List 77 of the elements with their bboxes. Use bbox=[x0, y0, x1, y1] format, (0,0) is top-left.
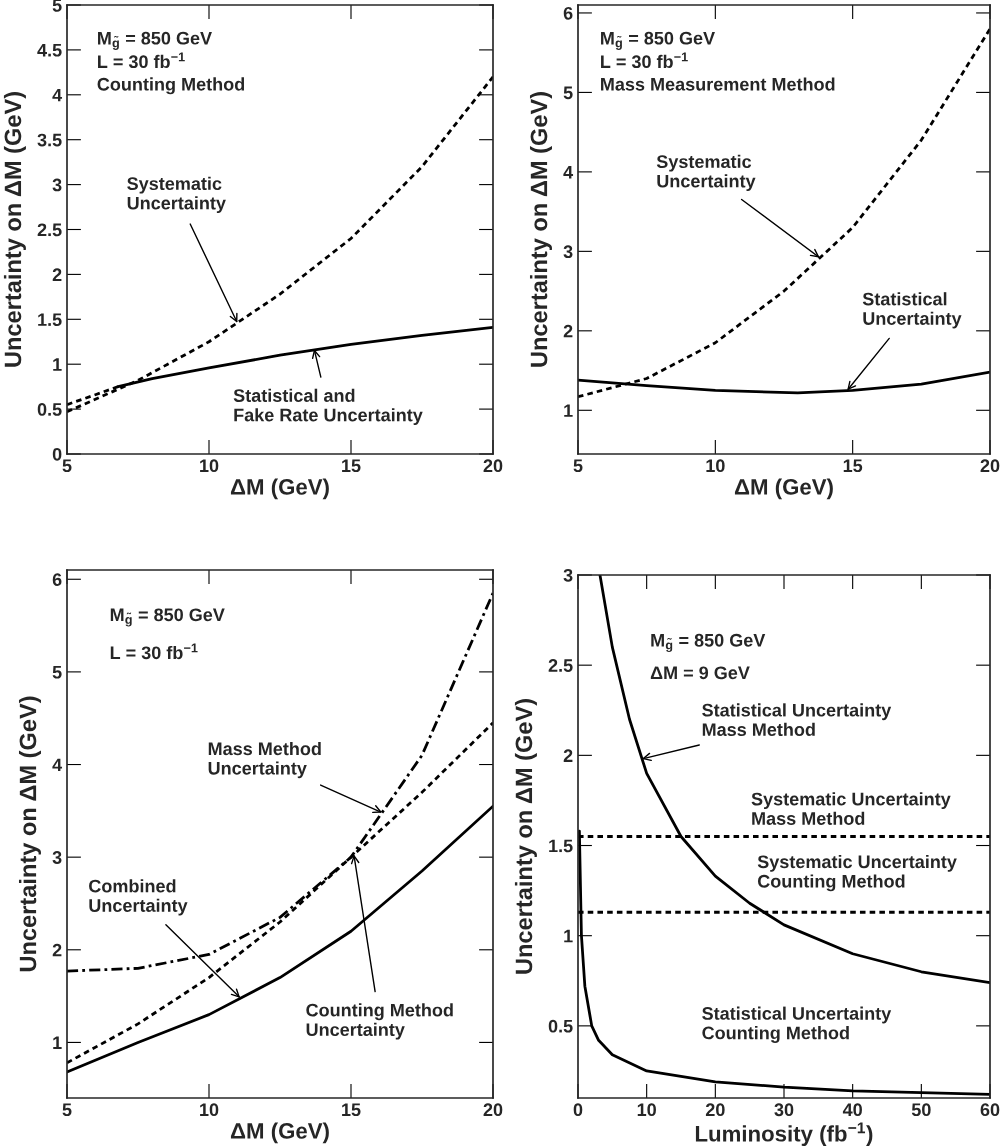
x-tick-label: 10 bbox=[200, 1103, 219, 1117]
x-axis-title: ΔM (GeV) bbox=[230, 478, 329, 500]
y-tick-label: 1 bbox=[53, 1036, 62, 1049]
x-tick-label: 40 bbox=[842, 1103, 862, 1117]
y-tick-label: 2 bbox=[563, 749, 573, 762]
x-tick-label: 0 bbox=[573, 1103, 583, 1117]
y-tick-label: 3 bbox=[563, 245, 573, 259]
y-tick-label: 4 bbox=[52, 758, 63, 772]
y-tick-label: 2 bbox=[52, 943, 62, 957]
y-tick-label: 4 bbox=[52, 88, 63, 102]
annotation: M$_{g̃}$ = 850 GeV bbox=[110, 608, 225, 627]
x-tick-label: 5 bbox=[62, 1103, 72, 1117]
x-tick-label: 5 bbox=[573, 459, 583, 473]
y-tick-label: 4 bbox=[563, 166, 574, 179]
annotation: Statistical Uncertainty Mass Method bbox=[702, 703, 892, 737]
y-tick-label: 5 bbox=[52, 0, 62, 12]
y-tick-label: 6 bbox=[52, 573, 62, 586]
y-tick-label: 1 bbox=[53, 358, 62, 371]
annotation: L = 30 fb$^{−1}$ bbox=[110, 643, 198, 660]
y-tick-label: 1 bbox=[564, 404, 573, 417]
annotation: M$_{g̃}$ = 850 GeV bbox=[601, 31, 715, 50]
x-tick-label: 20 bbox=[705, 1103, 725, 1117]
ref-line-label: Systematic Uncertainty Mass Method bbox=[751, 792, 951, 825]
x-tick-label: 20 bbox=[483, 459, 503, 473]
y-tick-label: 0.5 bbox=[37, 403, 62, 416]
y-tick-label: 2 bbox=[563, 324, 573, 338]
ref-line-label: Systematic Uncertainty Counting Method bbox=[757, 854, 957, 892]
y-tick-label: 3 bbox=[52, 178, 62, 192]
annotation: Statistical Uncertainty Counting Method bbox=[702, 1006, 892, 1043]
y-axis-title: Uncertainty on ΔM (GeV) bbox=[529, 92, 552, 367]
y-tick-label: 4.5 bbox=[37, 44, 62, 57]
y-tick-label: 6 bbox=[563, 6, 573, 20]
annotation: Statistical and Fake Rate Uncertainty bbox=[233, 388, 423, 425]
x-tick-label: 10 bbox=[706, 459, 725, 473]
y-tick-label: 1.5 bbox=[549, 839, 573, 853]
x-tick-label: 5 bbox=[62, 459, 72, 473]
x-tick-label: 20 bbox=[483, 1103, 503, 1117]
annotation: Mass Measurement Method bbox=[601, 77, 835, 91]
annotation: Counting Method bbox=[97, 77, 245, 95]
annotation: Systematic Uncertainty bbox=[656, 154, 756, 192]
x-tick-label: 60 bbox=[980, 1103, 1000, 1117]
x-tick-label: 15 bbox=[342, 459, 361, 473]
annotation: Statistical Uncertainty bbox=[862, 292, 962, 329]
annotation: Systematic Uncertainty bbox=[127, 176, 226, 214]
annotation: Counting Method Uncertainty bbox=[306, 1003, 453, 1040]
x-tick-label: 15 bbox=[342, 1103, 361, 1117]
annotation: ΔM = 9 GeV bbox=[650, 666, 750, 680]
x-tick-label: 10 bbox=[637, 1103, 656, 1117]
x-tick-label: 50 bbox=[911, 1103, 931, 1117]
x-tick-label: 15 bbox=[843, 459, 863, 473]
y-tick-label: 5 bbox=[52, 666, 62, 679]
y-tick-label: 3 bbox=[52, 851, 62, 864]
annotation: M$_{g̃}$ = 850 GeV bbox=[98, 31, 212, 50]
y-tick-label: 0.5 bbox=[548, 1019, 573, 1033]
annotation: L = 30 fb$^{−1}$ bbox=[98, 52, 185, 69]
x-axis-title: ΔM (GeV) bbox=[734, 478, 833, 500]
y-axis-title: Uncertainty on ΔM (GeV) bbox=[18, 696, 41, 972]
y-tick-label: 5 bbox=[563, 86, 573, 100]
annotation: M$_{g̃}$ = 850 GeV bbox=[651, 633, 766, 653]
y-axis-title: Uncertainty on ΔM (GeV) bbox=[3, 92, 26, 367]
x-axis-title: Luminosity (fb$^{−1}$) bbox=[695, 1122, 873, 1146]
y-tick-label: 1.5 bbox=[38, 313, 62, 327]
x-tick-label: 20 bbox=[980, 459, 1000, 473]
x-tick-label: 10 bbox=[200, 459, 219, 473]
y-tick-label: 3.5 bbox=[37, 133, 62, 147]
y-tick-label: 2 bbox=[52, 268, 62, 281]
y-tick-label: 2.5 bbox=[37, 223, 62, 237]
y-tick-label: 3 bbox=[563, 568, 573, 582]
annotation: L = 30 fb$^{−1}$ bbox=[601, 52, 688, 69]
annotation: Mass Method Uncertainty bbox=[208, 741, 321, 779]
y-axis-title: Uncertainty on ΔM (GeV) bbox=[514, 699, 537, 974]
x-tick-label: 30 bbox=[774, 1103, 794, 1117]
y-tick-label: 1 bbox=[564, 929, 573, 943]
y-tick-label: 2.5 bbox=[548, 659, 573, 672]
annotation: Combined Uncertainty bbox=[89, 879, 188, 916]
x-axis-title: ΔM (GeV) bbox=[230, 1122, 329, 1144]
y-tick-label: 0 bbox=[52, 447, 62, 461]
